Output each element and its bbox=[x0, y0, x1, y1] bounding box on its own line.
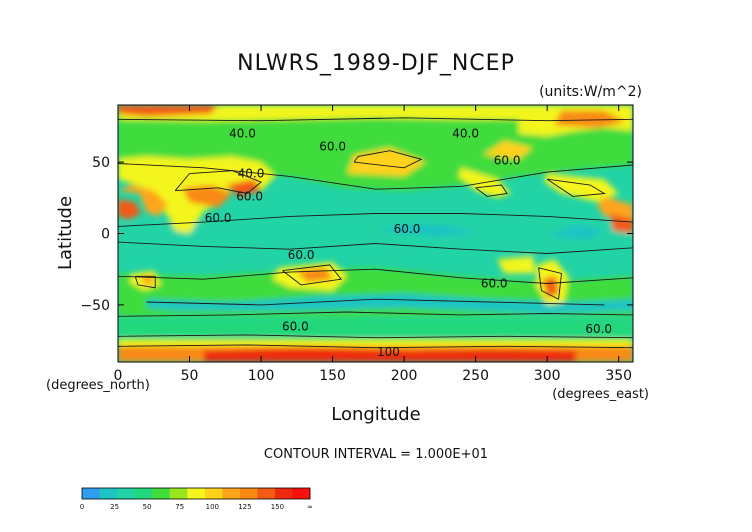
colorbar-swatch bbox=[187, 488, 206, 499]
contour-line bbox=[118, 213, 633, 227]
x-tick-label: 200 bbox=[391, 368, 418, 384]
field-region bbox=[554, 110, 626, 128]
chart-title: NLWRS_1989-DJF_NCEP bbox=[237, 51, 515, 76]
colorbar-swatch bbox=[169, 488, 188, 499]
field-region bbox=[547, 224, 605, 240]
contour-label: 60.0 bbox=[481, 277, 508, 291]
field-region bbox=[497, 256, 536, 274]
contour-label: 60.0 bbox=[494, 154, 521, 168]
contour-line bbox=[282, 264, 343, 286]
field-region bbox=[542, 276, 559, 298]
contour-lines bbox=[118, 117, 633, 349]
contour-line bbox=[353, 150, 423, 169]
colorbar-tick-label: 25 bbox=[110, 503, 119, 511]
contour-label: 60.0 bbox=[236, 189, 263, 203]
field-region bbox=[225, 179, 262, 197]
field-region bbox=[375, 224, 476, 237]
colorbar-swatch bbox=[152, 488, 170, 499]
contour-line bbox=[134, 275, 156, 289]
x-tick-label: 350 bbox=[605, 368, 632, 384]
field-region bbox=[597, 196, 633, 220]
colorbar-swatch bbox=[99, 488, 118, 499]
colorbar-swatch bbox=[82, 488, 100, 499]
contour-line bbox=[146, 298, 605, 306]
x-axis: 0 50 100 150 200 250 300 350 bbox=[114, 105, 632, 384]
colorbar-swatch bbox=[222, 488, 241, 499]
units-label: (units:W/m^2) bbox=[539, 84, 642, 100]
colorbar-tick-label: 100 bbox=[206, 503, 219, 511]
field-region bbox=[118, 199, 141, 220]
contour-line bbox=[118, 117, 633, 122]
field-region bbox=[203, 347, 576, 362]
contour-line bbox=[118, 311, 633, 317]
x-tick-label: 0 bbox=[114, 368, 123, 384]
colorbar-swatch bbox=[292, 488, 311, 499]
colorbar-swatch bbox=[134, 488, 153, 499]
contour-label: 40.0 bbox=[229, 127, 256, 141]
colorbar-swatch bbox=[239, 488, 258, 499]
contour-line bbox=[118, 268, 633, 284]
x-tick-label: 100 bbox=[248, 368, 275, 384]
contour-interval: CONTOUR INTERVAL = 1.000E+01 bbox=[264, 447, 488, 462]
field-region bbox=[482, 140, 533, 160]
colorbar-tick-label: 0 bbox=[80, 503, 84, 511]
contour-line bbox=[174, 170, 262, 194]
x-axis-title: Longitude bbox=[331, 404, 421, 425]
x-tick-label: 300 bbox=[534, 368, 561, 384]
contour-line bbox=[118, 241, 633, 254]
y-tick-label: 50 bbox=[92, 155, 110, 171]
x-tick-label: 250 bbox=[462, 368, 489, 384]
x-tick-label: 50 bbox=[181, 368, 199, 384]
x-unit-label: (degrees_east) bbox=[552, 387, 649, 402]
contour-label: 60.0 bbox=[282, 319, 309, 333]
field-region bbox=[146, 293, 633, 314]
contour-line bbox=[538, 267, 562, 300]
colorbar-tick-label: 150 bbox=[271, 503, 284, 511]
colorbar-swatch bbox=[204, 488, 223, 499]
field-region bbox=[182, 185, 233, 208]
colorbar-frame bbox=[81, 487, 311, 500]
field-region bbox=[118, 105, 219, 117]
field-region bbox=[118, 185, 169, 217]
contour-label: 40.0 bbox=[452, 127, 479, 141]
colorbar-swatch bbox=[257, 488, 276, 499]
y-tick-label: −50 bbox=[80, 298, 110, 314]
x-tick-label: 150 bbox=[319, 368, 346, 384]
field-region bbox=[610, 213, 633, 234]
contour-label: 60.0 bbox=[288, 248, 315, 262]
colorbar-swatch bbox=[274, 488, 293, 499]
plot-area bbox=[118, 105, 633, 362]
field-region bbox=[118, 319, 633, 337]
colorbar-tick-label: 75 bbox=[175, 503, 184, 511]
contour-line bbox=[118, 163, 633, 190]
y-tick-label: 0 bbox=[101, 227, 110, 243]
contour-label: 40.0 bbox=[238, 167, 265, 181]
contour-labels: 40.0 60.0 40.0 60.0 40.0 60.0 60.0 60.0 60.0 60.0… bbox=[205, 127, 612, 359]
contour-label: 60.0 bbox=[319, 139, 346, 153]
field-region bbox=[544, 173, 619, 203]
colorbar-tick-label: ∞ bbox=[307, 503, 313, 511]
field-region bbox=[118, 213, 633, 254]
y-axis: −50 0 50 bbox=[80, 155, 633, 314]
y-unit-label: (degrees_north) bbox=[46, 378, 150, 393]
contour-line bbox=[118, 344, 633, 349]
colorbar-tick-label: 50 bbox=[143, 503, 152, 511]
contour-label: 60.0 bbox=[205, 211, 232, 225]
colorbar-tick-label: 125 bbox=[238, 503, 251, 511]
field-region bbox=[261, 316, 405, 328]
contour-line bbox=[118, 334, 633, 339]
field-region bbox=[118, 105, 633, 123]
colorbar: 0 25 50 75 100 125 150 ∞ bbox=[80, 487, 313, 511]
contour-line bbox=[475, 184, 508, 197]
colorbar-swatch bbox=[117, 488, 135, 499]
field-regions bbox=[118, 105, 633, 362]
contour-label: 60.0 bbox=[585, 322, 612, 336]
contour-line bbox=[546, 178, 606, 197]
contour-label: 100 bbox=[377, 345, 400, 359]
contour-label: 60.0 bbox=[394, 222, 421, 236]
y-axis-title: Latitude bbox=[55, 196, 76, 270]
